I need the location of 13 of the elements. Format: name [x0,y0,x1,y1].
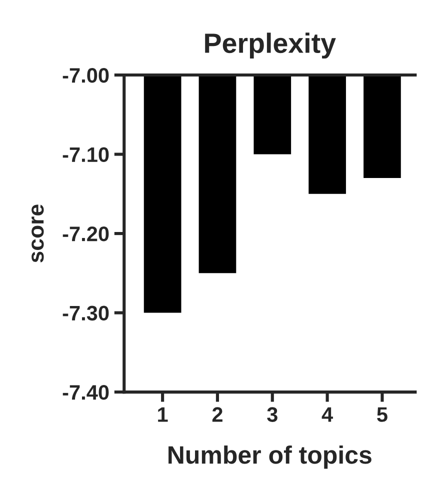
x-tick-label: 4 [322,407,333,422]
x-tick-label: 2 [212,407,222,422]
x-tick-label: 3 [267,407,278,422]
x-tick-label: 5 [377,407,388,422]
y-tick-label: -7.30 [62,306,109,321]
y-tick-label: -7.20 [62,226,109,242]
x-tick-label: 1 [158,407,168,422]
y-tick-label: -7.10 [62,147,109,162]
y-tick-label: -7.40 [62,385,109,400]
y-tick-label: -7.00 [62,68,109,83]
chart-title: Perplexity [205,32,336,59]
x-axis-title: Number of topics [168,445,372,469]
y-axis-title: score [32,204,44,262]
